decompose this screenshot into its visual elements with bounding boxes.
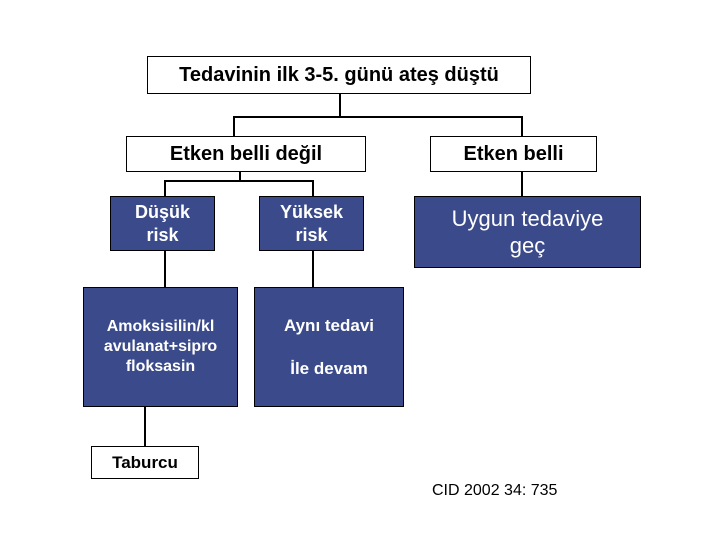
connector xyxy=(233,116,235,136)
connector xyxy=(164,180,314,182)
connector xyxy=(521,172,523,196)
node-etken-belli-degil: Etken belli değil xyxy=(126,136,366,172)
node-taburcu: Taburcu xyxy=(91,446,199,479)
node-dusuk-risk: Düşükrisk xyxy=(110,196,215,251)
node-uygun-tedaviye: Uygun tedaviyegeç xyxy=(414,196,641,268)
node-etken-belli: Etken belli xyxy=(430,136,597,172)
node-amoksisilin: Amoksisilin/klavulanat+siprofloksasin xyxy=(83,287,238,407)
connector xyxy=(239,172,241,180)
connector xyxy=(521,116,523,136)
node-root: Tedavinin ilk 3-5. günü ateş düştü xyxy=(147,56,531,94)
connector xyxy=(164,251,166,287)
connector xyxy=(339,94,341,116)
connector xyxy=(312,180,314,196)
connector xyxy=(144,407,146,446)
connector xyxy=(312,251,314,287)
connector xyxy=(233,116,523,118)
connector xyxy=(164,180,166,196)
node-ayni-tedavi: Aynı tedaviİle devam xyxy=(254,287,404,407)
citation-text: CID 2002 34: 735 xyxy=(432,482,557,500)
node-yuksek-risk: Yüksekrisk xyxy=(259,196,364,251)
